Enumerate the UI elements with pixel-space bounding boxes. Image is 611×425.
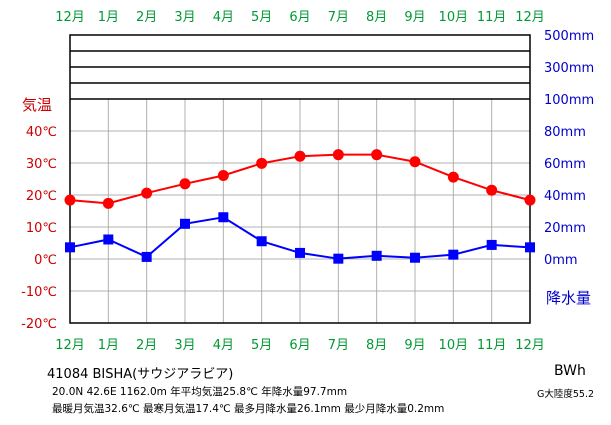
precipitation-point <box>371 250 382 261</box>
month-label-bottom: 4月 <box>213 338 234 353</box>
precipitation-axis-ticks: 0mm 20mm 40mm 60mm 80mm 100mm 300mm 500mm <box>544 29 594 268</box>
temperature-point <box>409 156 421 168</box>
temperature-point <box>371 149 383 161</box>
temperature-point <box>447 171 459 183</box>
month-label-bottom: 12月 <box>55 338 85 353</box>
temperature-tick-label: 0℃ <box>34 253 57 268</box>
temperature-point <box>102 197 114 209</box>
temperature-point <box>294 150 306 162</box>
temperature-point <box>64 194 76 206</box>
month-label-bottom: 11月 <box>477 338 507 353</box>
month-labels-bottom: 12月 1月 2月 3月 4月 5月 6月 7月 8月 9月 10月 11月 12月 <box>55 338 545 353</box>
month-label-top: 8月 <box>366 10 387 25</box>
month-label-top: 12月 <box>515 10 545 25</box>
temperature-tick-label: 20℃ <box>26 189 57 204</box>
series-layer <box>64 149 536 264</box>
month-label-top: 1月 <box>98 10 119 25</box>
month-label-top: 3月 <box>174 10 195 25</box>
month-label-bottom: 8月 <box>366 338 387 353</box>
month-labels-top: 12月 1月 2月 3月 4月 5月 6月 7月 8月 9月 10月 11月 12月 <box>55 10 545 25</box>
temperature-point <box>486 184 498 196</box>
precipitation-tick-label: 0mm <box>544 253 578 268</box>
precipitation-tick-label: 20mm <box>544 221 586 236</box>
temperature-tick-label: 40℃ <box>26 125 57 140</box>
temperature-tick-label: -10℃ <box>21 285 57 300</box>
month-label-top: 9月 <box>404 10 425 25</box>
continentality-index: G大陸度55.2 <box>537 389 595 400</box>
precipitation-point <box>218 212 229 223</box>
month-label-bottom: 10月 <box>439 338 469 353</box>
month-label-top: 11月 <box>477 10 507 25</box>
month-label-bottom: 3月 <box>174 338 195 353</box>
precipitation-point <box>410 252 420 263</box>
precipitation-point <box>180 218 190 229</box>
precipitation-tick-label: 60mm <box>544 157 586 172</box>
station-summary-line1: 20.0N 42.6E 1162.0m 年平均気温25.8℃ 年降水量97.7m… <box>52 386 348 398</box>
precipitation-axis-title: 降水量 <box>546 289 591 307</box>
temperature-tick-label: 30℃ <box>26 157 57 172</box>
temperature-point <box>179 178 191 190</box>
precipitation-point <box>141 251 152 262</box>
month-label-top: 6月 <box>289 10 310 25</box>
month-label-top: 10月 <box>439 10 469 25</box>
precipitation-point <box>333 253 344 264</box>
temperature-tick-label: -20℃ <box>21 317 57 332</box>
precipitation-point <box>103 234 114 245</box>
precipitation-point <box>486 239 497 250</box>
month-label-bottom: 5月 <box>251 338 272 353</box>
month-label-top: 12月 <box>55 10 85 25</box>
precipitation-tick-label: 300mm <box>544 61 594 76</box>
month-label-top: 7月 <box>328 10 349 25</box>
station-summary-line2: 最暖月気温32.6℃ 最寒月気温17.4℃ 最多月降水量26.1mm 最少月降水… <box>52 403 445 415</box>
month-label-bottom: 12月 <box>515 338 545 353</box>
temperature-point <box>524 194 536 206</box>
month-label-bottom: 9月 <box>404 338 425 353</box>
month-label-bottom: 6月 <box>289 338 310 353</box>
temperature-point <box>332 149 344 161</box>
chart-grid <box>70 99 530 323</box>
temperature-point <box>217 169 229 181</box>
temperature-axis-title: 気温 <box>22 96 52 114</box>
precipitation-tick-label: 80mm <box>544 125 586 140</box>
station-header: 41084 BISHA(サウジアラビア) <box>47 367 234 382</box>
month-label-bottom: 1月 <box>98 338 119 353</box>
temperature-axis-ticks: 40℃ 30℃ 20℃ 10℃ 0℃ -10℃ -20℃ <box>21 125 57 332</box>
plot-frame <box>69 34 531 324</box>
month-label-top: 5月 <box>251 10 272 25</box>
month-label-bottom: 7月 <box>328 338 349 353</box>
precipitation-point <box>448 249 459 260</box>
precipitation-point <box>525 242 535 253</box>
precip-upper-gridlines <box>70 50 530 100</box>
month-label-bottom: 2月 <box>136 338 157 353</box>
temperature-point <box>256 157 268 169</box>
precipitation-tick-label: 100mm <box>544 93 594 108</box>
precipitation-point <box>256 236 267 247</box>
climate-code: BWh <box>554 363 586 379</box>
temperature-point <box>141 187 153 199</box>
precipitation-tick-label: 40mm <box>544 189 586 204</box>
precipitation-tick-label: 500mm <box>544 29 594 44</box>
plot-border <box>69 34 531 324</box>
precipitation-point <box>65 242 75 253</box>
month-label-top: 2月 <box>136 10 157 25</box>
month-label-top: 4月 <box>213 10 234 25</box>
temperature-tick-label: 10℃ <box>26 221 57 236</box>
precipitation-point <box>295 247 305 258</box>
